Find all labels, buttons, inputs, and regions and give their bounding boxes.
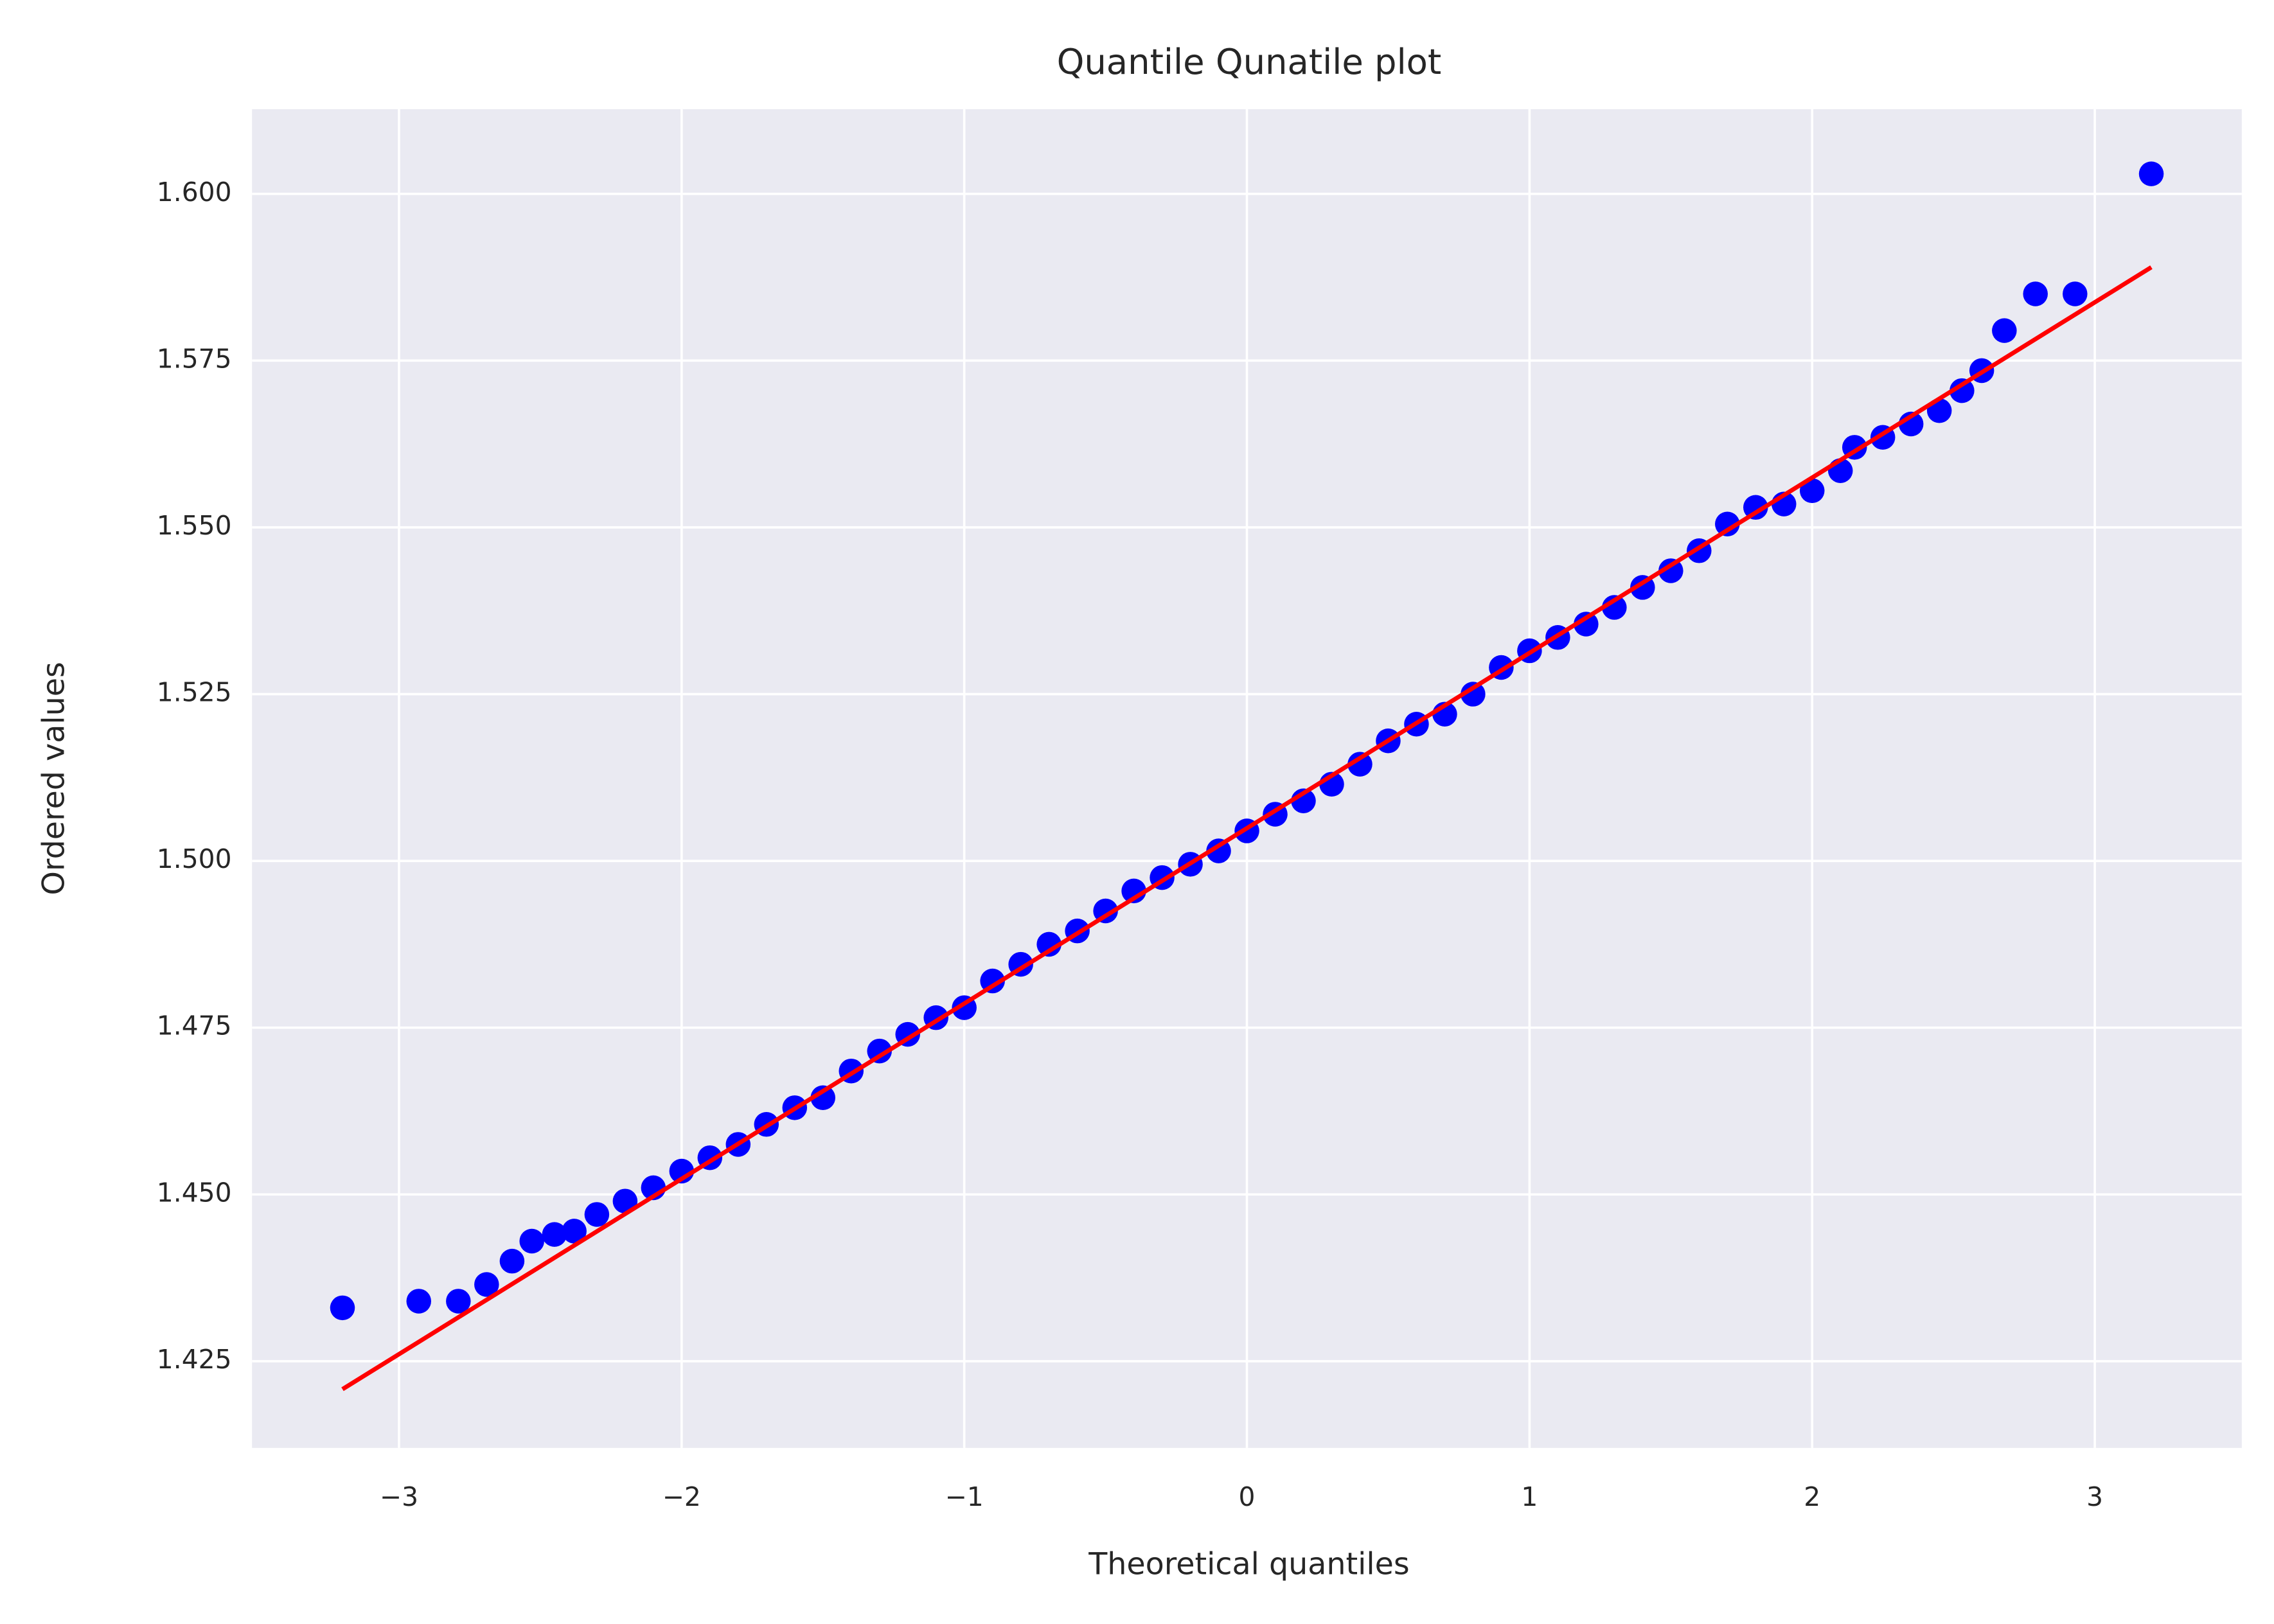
- x-tick-label: −2: [662, 1481, 701, 1512]
- y-tick-label: 1.425: [157, 1344, 232, 1375]
- point: [1743, 495, 1768, 520]
- point: [562, 1219, 587, 1244]
- point: [612, 1188, 638, 1214]
- point: [474, 1272, 499, 1297]
- x-axis-label: Theoretical quantiles: [1088, 1546, 1409, 1582]
- point: [1121, 878, 1146, 904]
- point: [446, 1289, 471, 1314]
- point: [2138, 161, 2164, 186]
- chart-title: Quantile Qunatile plot: [1057, 42, 1442, 82]
- y-axis-label: Ordered values: [36, 662, 71, 895]
- x-tick-label: 3: [2086, 1481, 2103, 1512]
- y-tick-label: 1.500: [157, 843, 232, 874]
- point: [1992, 318, 2017, 343]
- x-tick-label: −1: [945, 1481, 984, 1512]
- point: [1950, 378, 1975, 403]
- y-tick-label: 1.575: [157, 343, 232, 374]
- point: [542, 1222, 567, 1247]
- point: [980, 968, 1005, 994]
- point: [867, 1038, 892, 1064]
- y-tick-label: 1.450: [157, 1177, 232, 1208]
- point: [810, 1085, 835, 1111]
- fit-line: [341, 265, 2153, 1391]
- point: [406, 1289, 432, 1314]
- y-tick-label: 1.550: [157, 510, 232, 541]
- point: [519, 1228, 544, 1254]
- y-tick-label: 1.600: [157, 177, 232, 207]
- y-tick-label: 1.475: [157, 1011, 232, 1041]
- point: [1602, 595, 1627, 620]
- point: [499, 1248, 525, 1274]
- point: [2063, 281, 2088, 306]
- point: [1461, 682, 1486, 707]
- x-tick-label: −3: [380, 1481, 418, 1512]
- y-tick-label: 1.525: [157, 677, 232, 708]
- x-tick-label: 1: [1521, 1481, 1538, 1512]
- point: [1206, 838, 1231, 863]
- point: [1715, 511, 1740, 537]
- point: [330, 1295, 355, 1321]
- x-tick-label: 0: [1239, 1481, 1256, 1512]
- point: [584, 1202, 610, 1227]
- point: [1036, 931, 1061, 957]
- x-tick-label: 2: [1804, 1481, 1820, 1512]
- point: [2023, 281, 2048, 306]
- point: [1093, 898, 1118, 924]
- point: [1799, 478, 1825, 504]
- point: [1658, 558, 1683, 583]
- point: [1347, 752, 1372, 777]
- point: [1574, 612, 1599, 637]
